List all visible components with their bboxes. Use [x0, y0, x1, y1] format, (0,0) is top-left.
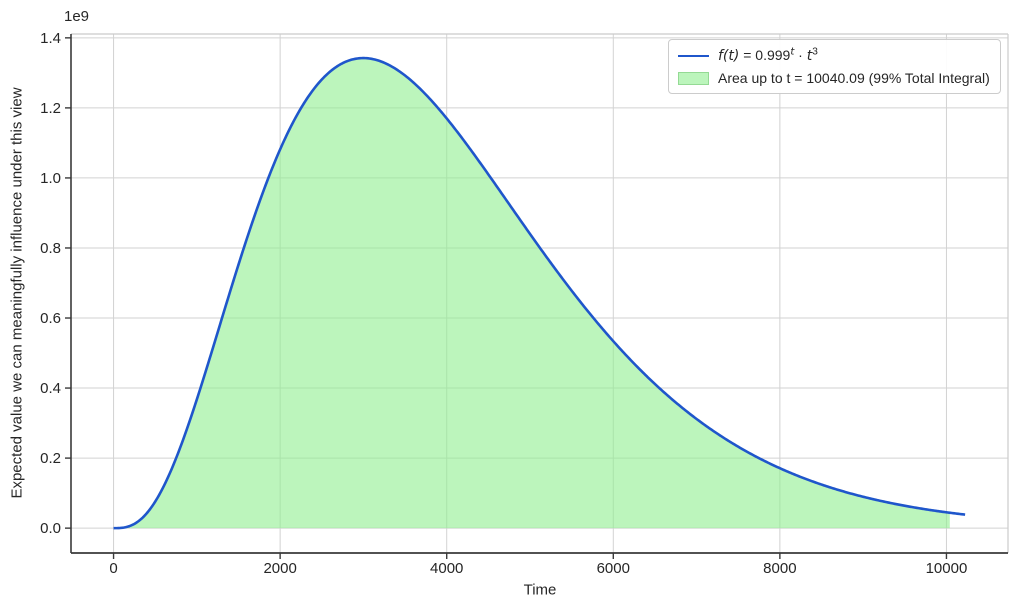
y-tick-label: 0.2 [40, 450, 61, 467]
legend-entry-function: f(t) = 0.999t · t3 [678, 47, 990, 64]
legend-area-swatch [678, 71, 709, 85]
legend: f(t) = 0.999t · t3 Area up to t = 10040.… [668, 39, 1001, 95]
y-tick-label: 0.0 [40, 520, 61, 537]
function-curve [113, 56, 966, 530]
legend-area-label: Area up to t = 10040.09 (99% Total Integ… [718, 70, 990, 87]
legend-function-label: f(t) = 0.999t · t3 [718, 46, 818, 64]
x-tick-label: 6000 [597, 560, 630, 577]
y-tick-label: 0.6 [40, 310, 61, 327]
x-tick-label: 10000 [926, 560, 968, 577]
x-tick-label: 2000 [263, 560, 296, 577]
x-tick-label: 0 [109, 560, 117, 577]
y-tick-label: 0.8 [40, 240, 61, 257]
x-tick-label: 8000 [763, 560, 796, 577]
legend-entry-area: Area up to t = 10040.09 (99% Total Integ… [678, 70, 990, 86]
legend-line-swatch [678, 54, 709, 57]
y-tick-label: 1.2 [40, 100, 61, 117]
y-tick-label: 0.4 [40, 380, 61, 397]
y-tick-label: 1.0 [40, 170, 61, 187]
shaded-area [113, 58, 950, 529]
x-tick-label: 4000 [430, 560, 463, 577]
y-axis-label: Expected value we can meaningfully influ… [8, 87, 26, 499]
y-axis-offset-text: 1e9 [64, 8, 90, 25]
y-tick-label: 1.4 [40, 30, 61, 47]
x-axis-label: Time [523, 581, 557, 599]
